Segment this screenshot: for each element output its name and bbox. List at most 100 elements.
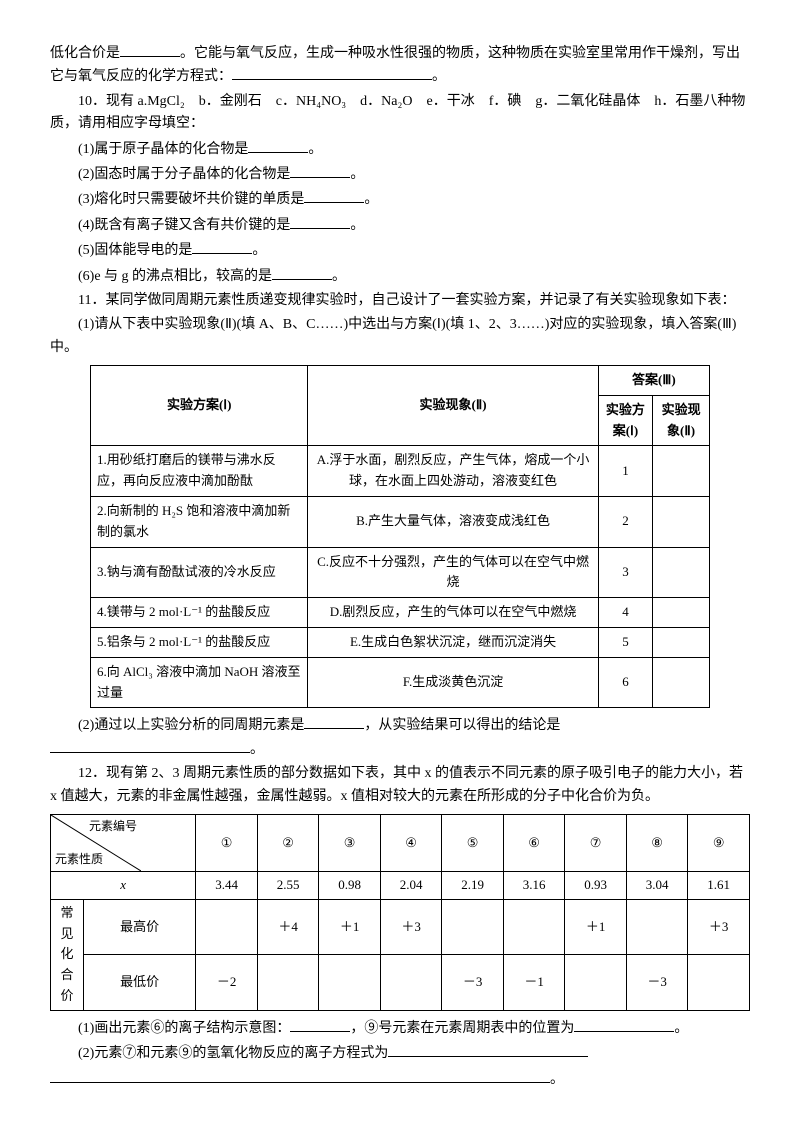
x-val: 1.61 xyxy=(688,872,750,900)
lo-val xyxy=(319,955,381,1011)
lo-val: －3 xyxy=(626,955,688,1011)
cell-ans[interactable] xyxy=(653,628,710,658)
q12-p2b: ，⑨号元素在元素周期表中的位置为 xyxy=(350,1021,574,1036)
x-val: 3.44 xyxy=(196,872,258,900)
cell-plan: 4.镁带与 2 mol·L⁻¹ 的盐酸反应 xyxy=(91,598,308,628)
col-5: ⑤ xyxy=(442,815,504,872)
q10-suffix-6: 。 xyxy=(332,269,346,284)
q11-p2: (1)请从下表中实验现象(Ⅱ)(填 A、B、C……)中选出与方案(Ⅰ)(填 1、… xyxy=(50,314,750,359)
q12-p2c: 。 xyxy=(674,1021,688,1036)
cell-num: 1 xyxy=(598,446,652,497)
cell-num: 2 xyxy=(598,497,652,548)
q12-p3a: (2)元素⑦和元素⑨的氢氧化物反应的离子方程式为 xyxy=(78,1046,388,1061)
col-2: ② xyxy=(257,815,319,872)
col-3: ③ xyxy=(319,815,381,872)
q10-suffix-4: 。 xyxy=(350,218,364,233)
col-9: ⑨ xyxy=(688,815,750,872)
th-phen: 实验现象(Ⅱ) xyxy=(308,366,598,446)
cell-plan: 2.向新制的 H₂S 饱和溶液中滴加新制的氯水 xyxy=(91,497,308,548)
cell-ans[interactable] xyxy=(653,598,710,628)
table-row: 3.钠与滴有酚酞试液的冷水反应C.反应不十分强烈，产生的气体可以在空气中燃烧3 xyxy=(91,547,710,598)
q12-p1: 12．现有第 2、3 周期元素性质的部分数据如下表，其中 x 的值表示不同元素的… xyxy=(50,763,750,808)
q10-item-3: (3)熔化时只需要破坏共价键的单质是 xyxy=(78,192,304,207)
cell-num: 5 xyxy=(598,628,652,658)
col-4: ④ xyxy=(380,815,442,872)
hi-val xyxy=(196,899,258,954)
q11-blank-concl[interactable] xyxy=(50,738,250,753)
col-8: ⑧ xyxy=(626,815,688,872)
table-row: 1.用砂纸打磨后的镁带与沸水反应，再向反应液中滴加酚酞A.浮于水面，剧烈反应，产… xyxy=(91,446,710,497)
cell-phen: C.反应不十分强烈，产生的气体可以在空气中燃烧 xyxy=(308,547,598,598)
cell-plan: 5.铝条与 2 mol·L⁻¹ 的盐酸反应 xyxy=(91,628,308,658)
hi-label: 最高价 xyxy=(84,899,196,954)
hi-val: ＋1 xyxy=(565,899,627,954)
q12-blank-struct[interactable] xyxy=(290,1017,350,1032)
q12-blank-ion2[interactable] xyxy=(50,1068,550,1083)
lo-val xyxy=(565,955,627,1011)
lo-val xyxy=(257,955,319,1011)
cell-ans[interactable] xyxy=(653,446,710,497)
col-6: ⑥ xyxy=(503,815,565,872)
q12-blank-pos[interactable] xyxy=(574,1017,674,1032)
diag-cell: 元素编号 元素性质 xyxy=(51,815,196,872)
hi-val: ＋3 xyxy=(688,899,750,954)
x-val: 0.93 xyxy=(565,872,627,900)
th-ans: 答案(Ⅲ) xyxy=(598,366,709,396)
cell-num: 3 xyxy=(598,547,652,598)
intro-text-c: 。 xyxy=(432,69,446,84)
hi-val: ＋4 xyxy=(257,899,319,954)
lo-label: 最低价 xyxy=(84,955,196,1011)
cell-ans[interactable] xyxy=(653,497,710,548)
hi-val xyxy=(626,899,688,954)
table-row: 2.向新制的 H₂S 饱和溶液中滴加新制的氯水B.产生大量气体，溶液变成浅红色2 xyxy=(91,497,710,548)
x-val: 3.16 xyxy=(503,872,565,900)
blank-equation[interactable] xyxy=(232,65,432,80)
q10-item-4: (4)既含有离子键又含有共价键的是 xyxy=(78,218,290,233)
q10-suffix-5: 。 xyxy=(252,243,266,258)
table-row: 4.镁带与 2 mol·L⁻¹ 的盐酸反应D.剧烈反应，产生的气体可以在空气中燃… xyxy=(91,598,710,628)
cell-phen: E.生成白色絮状沉淀，继而沉淀消失 xyxy=(308,628,598,658)
hi-val: ＋3 xyxy=(380,899,442,954)
q10-item-5: (5)固体能导电的是 xyxy=(78,243,192,258)
hi-val xyxy=(442,899,504,954)
q10-item-1: (1)属于原子晶体的化合物是 xyxy=(78,142,248,157)
cell-phen: F.生成淡黄色沉淀 xyxy=(308,657,598,708)
blank-valence[interactable] xyxy=(120,42,180,57)
x-val: 2.55 xyxy=(257,872,319,900)
cell-plan: 3.钠与滴有酚酞试液的冷水反应 xyxy=(91,547,308,598)
q12-lo-row: 最低价 －2 －3 －1 －3 xyxy=(51,955,750,1011)
q10-blank-4[interactable] xyxy=(290,214,350,229)
lo-val xyxy=(688,955,750,1011)
cell-num: 6 xyxy=(598,657,652,708)
q11-blank-elem[interactable] xyxy=(304,714,364,729)
x-val: 2.04 xyxy=(380,872,442,900)
table-row: 6.向 AlCl₃ 溶液中滴加 NaOH 溶液至过量F.生成淡黄色沉淀6 xyxy=(91,657,710,708)
q10-blank-6[interactable] xyxy=(272,265,332,280)
lo-val xyxy=(380,955,442,1011)
diag-bottom: 元素性质 xyxy=(55,850,103,869)
cell-num: 4 xyxy=(598,598,652,628)
q12-p3c: 。 xyxy=(550,1072,564,1087)
cell-phen: A.浮于水面，剧烈反应，产生气体，熔成一个小球，在水面上四处游动，溶液变红色 xyxy=(308,446,598,497)
q10-suffix-1: 。 xyxy=(308,142,322,157)
cell-ans[interactable] xyxy=(653,547,710,598)
diag-top: 元素编号 xyxy=(89,817,137,836)
x-val: 0.98 xyxy=(319,872,381,900)
q10-blank-2[interactable] xyxy=(290,163,350,178)
cell-ans[interactable] xyxy=(653,657,710,708)
lo-val: －2 xyxy=(196,955,258,1011)
q10-blank-3[interactable] xyxy=(304,188,364,203)
q11-table: 实验方案(Ⅰ) 实验现象(Ⅱ) 答案(Ⅲ) 实验方案(Ⅰ) 实验现象(Ⅱ) 1.… xyxy=(90,365,710,708)
hi-val: ＋1 xyxy=(319,899,381,954)
q11-p3a: (2)通过以上实验分析的同周期元素是 xyxy=(78,718,304,733)
q12-blank-ion1[interactable] xyxy=(388,1042,588,1057)
q11-p3c: 。 xyxy=(250,742,264,757)
q10-suffix-3: 。 xyxy=(364,192,378,207)
th-ans-plan: 实验方案(Ⅰ) xyxy=(598,395,652,446)
intro-text-a: 低化合价是 xyxy=(50,46,120,61)
col-1: ① xyxy=(196,815,258,872)
q10-blank-5[interactable] xyxy=(192,239,252,254)
table-header-row: 实验方案(Ⅰ) 实验现象(Ⅱ) 答案(Ⅲ) xyxy=(91,366,710,396)
q10-blank-1[interactable] xyxy=(248,138,308,153)
lo-val: －1 xyxy=(503,955,565,1011)
